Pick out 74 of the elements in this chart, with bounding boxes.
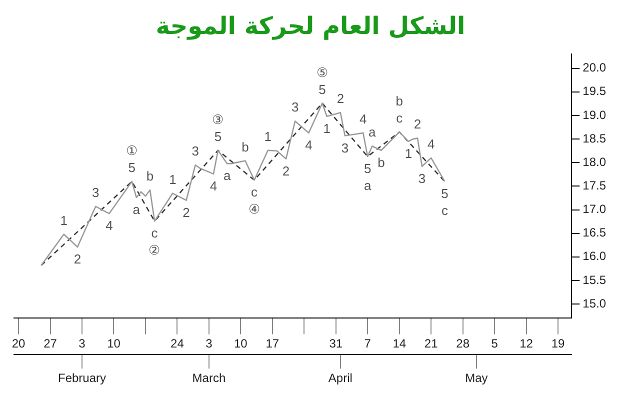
x2-tick-label: May (465, 371, 488, 386)
x-tick-label: 27 (44, 336, 58, 351)
annotation: 2 (336, 91, 344, 106)
annotation: c (151, 226, 158, 241)
y-tick-label: 15.0 (582, 296, 606, 310)
annotation: 4 (210, 178, 218, 194)
annotation: 2 (282, 163, 290, 178)
x2-tick-label: March (192, 371, 226, 386)
annotation: 3 (341, 140, 349, 156)
annotation: c (396, 110, 404, 126)
x-tick-label: 3 (206, 336, 213, 351)
y-tick-label: 18.0 (582, 154, 606, 169)
annotation: b (396, 94, 403, 109)
x-tick-label: 28 (456, 336, 470, 351)
annotation: 1 (169, 172, 176, 187)
x-tick-label: 7 (364, 336, 372, 351)
annotation: 4 (427, 136, 435, 152)
annotation: b (146, 168, 154, 184)
annotation: b (242, 139, 249, 154)
chart-title: الشكل العام لحركة الموجة (154, 11, 466, 42)
annotation: b (378, 154, 385, 170)
annotation: a (132, 202, 141, 218)
annotation: 2 (74, 252, 82, 267)
y-tick-label: 17.5 (582, 178, 606, 193)
x-tick-label: 10 (107, 336, 121, 351)
annotation: 4 (305, 138, 312, 153)
annotation: c (441, 203, 448, 218)
annotation: 1 (264, 128, 272, 144)
y-tick-label: 19.0 (582, 108, 606, 122)
annotation: ② (148, 242, 161, 258)
x-tick-label: 10 (234, 336, 248, 351)
annotation: 1 (404, 146, 412, 161)
annotation: 5 (128, 160, 136, 176)
y-tick-label: 15.5 (582, 272, 606, 287)
annotation: 3 (92, 185, 100, 200)
y-tick-label: 20.0 (582, 60, 606, 75)
annotation: ③ (212, 112, 224, 127)
x-tick-label: 5 (491, 336, 498, 351)
annotation: c (251, 184, 258, 200)
x-tick-label: 20 (12, 336, 26, 351)
x-tick-label: 31 (329, 336, 343, 351)
x-tick-label: 14 (392, 336, 406, 351)
annotation: 3 (192, 144, 199, 159)
x-tick-label: 24 (170, 336, 184, 351)
annotation: 3 (418, 170, 426, 186)
x2-tick-label: April (328, 371, 352, 386)
y-tick-label: 19.5 (582, 84, 606, 98)
annotation: 2 (182, 204, 190, 220)
x2-tick-label: February (58, 371, 106, 386)
annotation: ① (126, 143, 138, 158)
x-tick-label: 17 (266, 336, 280, 351)
y-tick-label: 17.0 (582, 202, 606, 216)
y-tick-label: 16.5 (582, 226, 606, 240)
x-tick-label: 21 (424, 336, 438, 351)
y-tick-label: 18.5 (582, 131, 606, 146)
annotation: 5 (214, 128, 222, 144)
annotation: a (364, 178, 372, 194)
x-tick-label: 3 (78, 336, 86, 351)
annotation: 4 (359, 112, 367, 127)
annotation: ⑤ (316, 64, 328, 80)
y-tick-label: 16.0 (582, 249, 606, 264)
annotation: 4 (106, 218, 113, 234)
annotation: a (368, 124, 377, 140)
x-tick-label: 19 (551, 336, 566, 351)
annotation: 1 (323, 121, 330, 136)
annotation: ④ (248, 202, 260, 217)
annotation: 1 (60, 212, 68, 228)
annotation: 5 (318, 82, 326, 97)
annotation: a (223, 168, 232, 184)
annotation: 2 (414, 116, 422, 132)
annotation: 5 (364, 161, 372, 176)
annotation: 5 (441, 186, 448, 202)
annotation: 3 (291, 100, 299, 115)
x-tick-label: 12 (520, 336, 534, 351)
